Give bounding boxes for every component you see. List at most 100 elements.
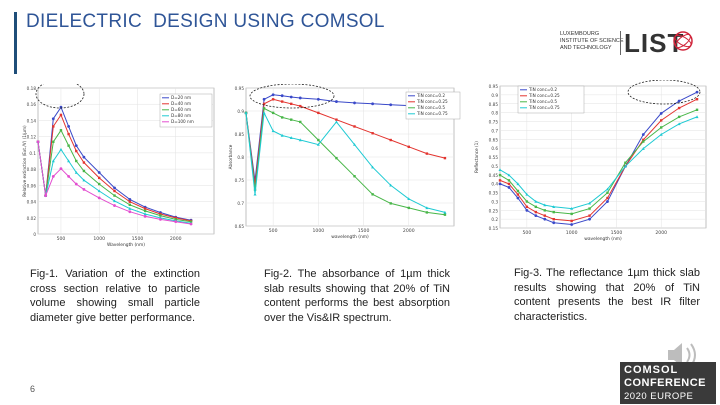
x-tick-label: 1000 (93, 236, 105, 242)
data-point (271, 93, 275, 97)
y-tick-label: 0.15 (489, 226, 499, 231)
y-tick-label: 0.2 (491, 217, 498, 222)
y-tick-label: 0.8 (491, 111, 498, 116)
data-point (552, 205, 556, 209)
data-point (67, 144, 70, 147)
legend-entry: TiN conc=0.75 (528, 105, 560, 110)
data-point (52, 140, 55, 143)
data-point (59, 129, 63, 132)
data-point (335, 100, 338, 103)
data-point (271, 98, 275, 101)
data-point (280, 116, 284, 119)
data-point (552, 210, 555, 214)
data-point (507, 179, 511, 182)
data-point (334, 120, 338, 124)
y-tick-label: 0.8 (237, 155, 244, 160)
data-point (641, 147, 645, 150)
data-point (552, 217, 555, 221)
data-point (51, 174, 55, 178)
data-point (299, 120, 302, 124)
data-point (389, 183, 393, 187)
y-tick-label: 0.08 (27, 167, 37, 172)
data-point (82, 178, 86, 182)
slide-title: DIELECTRIC DESIGN USING COMSOL (26, 11, 385, 32)
y-axis-label: Relative extinction (Ext./V) (1/µm) (22, 125, 27, 197)
data-point (74, 170, 78, 174)
data-point (552, 221, 556, 225)
data-point (113, 204, 116, 207)
data-point (143, 209, 147, 213)
data-point (507, 173, 511, 177)
data-point (289, 136, 293, 139)
y-tick-label: 0.85 (235, 132, 245, 137)
data-point (280, 100, 284, 103)
data-point (174, 216, 177, 220)
list-logo: LUXEMBOURG INSTITUTE OF SCIENCE AND TECH… (560, 28, 710, 68)
data-point (280, 94, 284, 98)
conference-line-1: COMSOL (624, 364, 679, 376)
data-point (253, 192, 257, 196)
data-point (174, 220, 178, 224)
data-point (588, 217, 591, 221)
data-point (290, 102, 293, 106)
data-point (262, 97, 266, 101)
highlight-ellipse (35, 84, 85, 109)
logo-line: INSTITUTE OF SCIENCE (560, 38, 624, 44)
data-point (498, 168, 502, 171)
data-point (606, 200, 609, 203)
data-point (588, 207, 591, 210)
data-point (36, 140, 40, 144)
y-tick-label: 0.04 (27, 200, 37, 205)
fig2-caption: Fig-2. The absorbance of 1µm thick slab … (264, 268, 450, 324)
x-tick-label: 1500 (611, 230, 623, 236)
fig1-caption: Fig-1. Variation of the extinction cross… (30, 268, 200, 324)
legend-entry: TiN conc=0.2 (416, 93, 445, 98)
y-tick-label: 0.95 (235, 86, 245, 91)
data-point (113, 189, 116, 193)
data-point (407, 206, 410, 210)
data-point (425, 152, 429, 155)
legend-box (405, 91, 461, 120)
data-point (623, 164, 627, 168)
logo-line: LUXEMBOURG (560, 31, 600, 37)
x-axis-label: wavelength (nm) (331, 234, 369, 240)
y-tick-label: 0.9 (491, 93, 498, 98)
x-tick-label: 1500 (132, 236, 144, 242)
y-tick-label: 0 (33, 232, 36, 237)
y-tick-label: 0.14 (27, 118, 37, 123)
page-number: 6 (30, 384, 36, 394)
data-point (498, 179, 502, 182)
legend-entry: TiN conc=0.2 (528, 87, 557, 92)
data-point (588, 214, 591, 217)
data-point (82, 155, 86, 159)
legend-entry: TiN conc=0.25 (416, 99, 448, 104)
data-point (516, 193, 520, 196)
data-point (97, 171, 101, 174)
data-point (335, 118, 338, 121)
data-point (570, 223, 574, 226)
data-point (371, 165, 375, 169)
data-point (113, 194, 116, 197)
data-point (52, 125, 55, 128)
data-point (298, 96, 302, 100)
data-point (695, 90, 699, 94)
legend-entry: D=20 nm (171, 95, 191, 100)
data-point (299, 104, 302, 108)
reflectance-chart: 0.950.90.850.80.750.70.650.60.550.50.450… (474, 80, 707, 242)
data-point (289, 95, 293, 99)
y-tick-label: 0.18 (27, 86, 37, 91)
y-tick-label: 0.3 (491, 199, 498, 204)
legend-entry: D=100 nm (171, 119, 194, 124)
data-point (588, 201, 592, 205)
x-tick-label: 2000 (170, 236, 182, 242)
data-point (525, 205, 529, 209)
data-point (143, 212, 147, 216)
data-point (443, 156, 447, 160)
comsol-conference-logo: COMSOL CONFERENCE 2020 EUROPE (620, 362, 716, 404)
series-line (37, 129, 192, 223)
y-tick-label: 0.12 (27, 135, 37, 140)
data-point (498, 173, 502, 177)
data-point (97, 196, 101, 200)
data-point (244, 111, 248, 115)
data-point (677, 106, 681, 110)
